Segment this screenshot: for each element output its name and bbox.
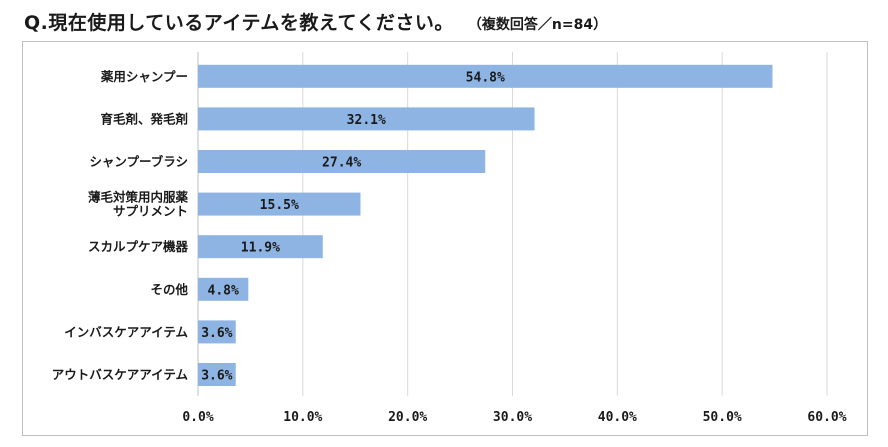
category-label: 薬用シャンプー xyxy=(100,69,188,84)
bar xyxy=(198,107,535,131)
category-label: サプリメント xyxy=(113,204,188,219)
data-label: 32.1% xyxy=(347,113,386,128)
category-label: スカルプケア機器 xyxy=(88,239,189,254)
category-label: アウトバスケアアイテム xyxy=(52,367,189,382)
title-row: Q.現在使用しているアイテムを教えてください。 （複数回答／n=84） xyxy=(24,8,607,36)
bar xyxy=(198,363,236,386)
x-tick-label: 10.0% xyxy=(283,410,322,425)
category-label: 薄毛対策用内服薬 xyxy=(88,190,189,205)
data-label: 4.8% xyxy=(208,283,239,298)
data-label: 54.8% xyxy=(466,70,505,85)
chart-frame xyxy=(22,41,868,436)
category-label: 育毛剤、発毛剤 xyxy=(100,111,188,126)
data-label: 11.9% xyxy=(241,241,280,256)
x-tick-label: 40.0% xyxy=(598,410,637,425)
category-label: その他 xyxy=(150,282,188,297)
bar xyxy=(198,235,323,259)
x-tick-label: 60.0% xyxy=(807,410,846,425)
bar xyxy=(198,277,249,301)
chart-title: Q.現在使用しているアイテムを教えてください。 xyxy=(24,12,454,34)
x-tick-label: 20.0% xyxy=(388,410,427,425)
data-label: 15.5% xyxy=(260,198,299,213)
data-label: 3.6% xyxy=(201,326,232,341)
data-label: 27.4% xyxy=(322,156,361,171)
x-tick-label: 50.0% xyxy=(703,410,742,425)
chart-note: （複数回答／n=84） xyxy=(467,17,608,33)
x-tick-label: 30.0% xyxy=(493,410,532,425)
category-label: インバスケアアイテム xyxy=(64,324,188,339)
bar xyxy=(198,320,236,344)
category-label: シャンプーブラシ xyxy=(89,154,188,169)
x-tick-label: 0.0% xyxy=(182,410,213,425)
bar xyxy=(198,192,361,216)
bar xyxy=(198,64,773,88)
bar xyxy=(198,150,486,173)
data-label: 3.6% xyxy=(201,369,232,384)
